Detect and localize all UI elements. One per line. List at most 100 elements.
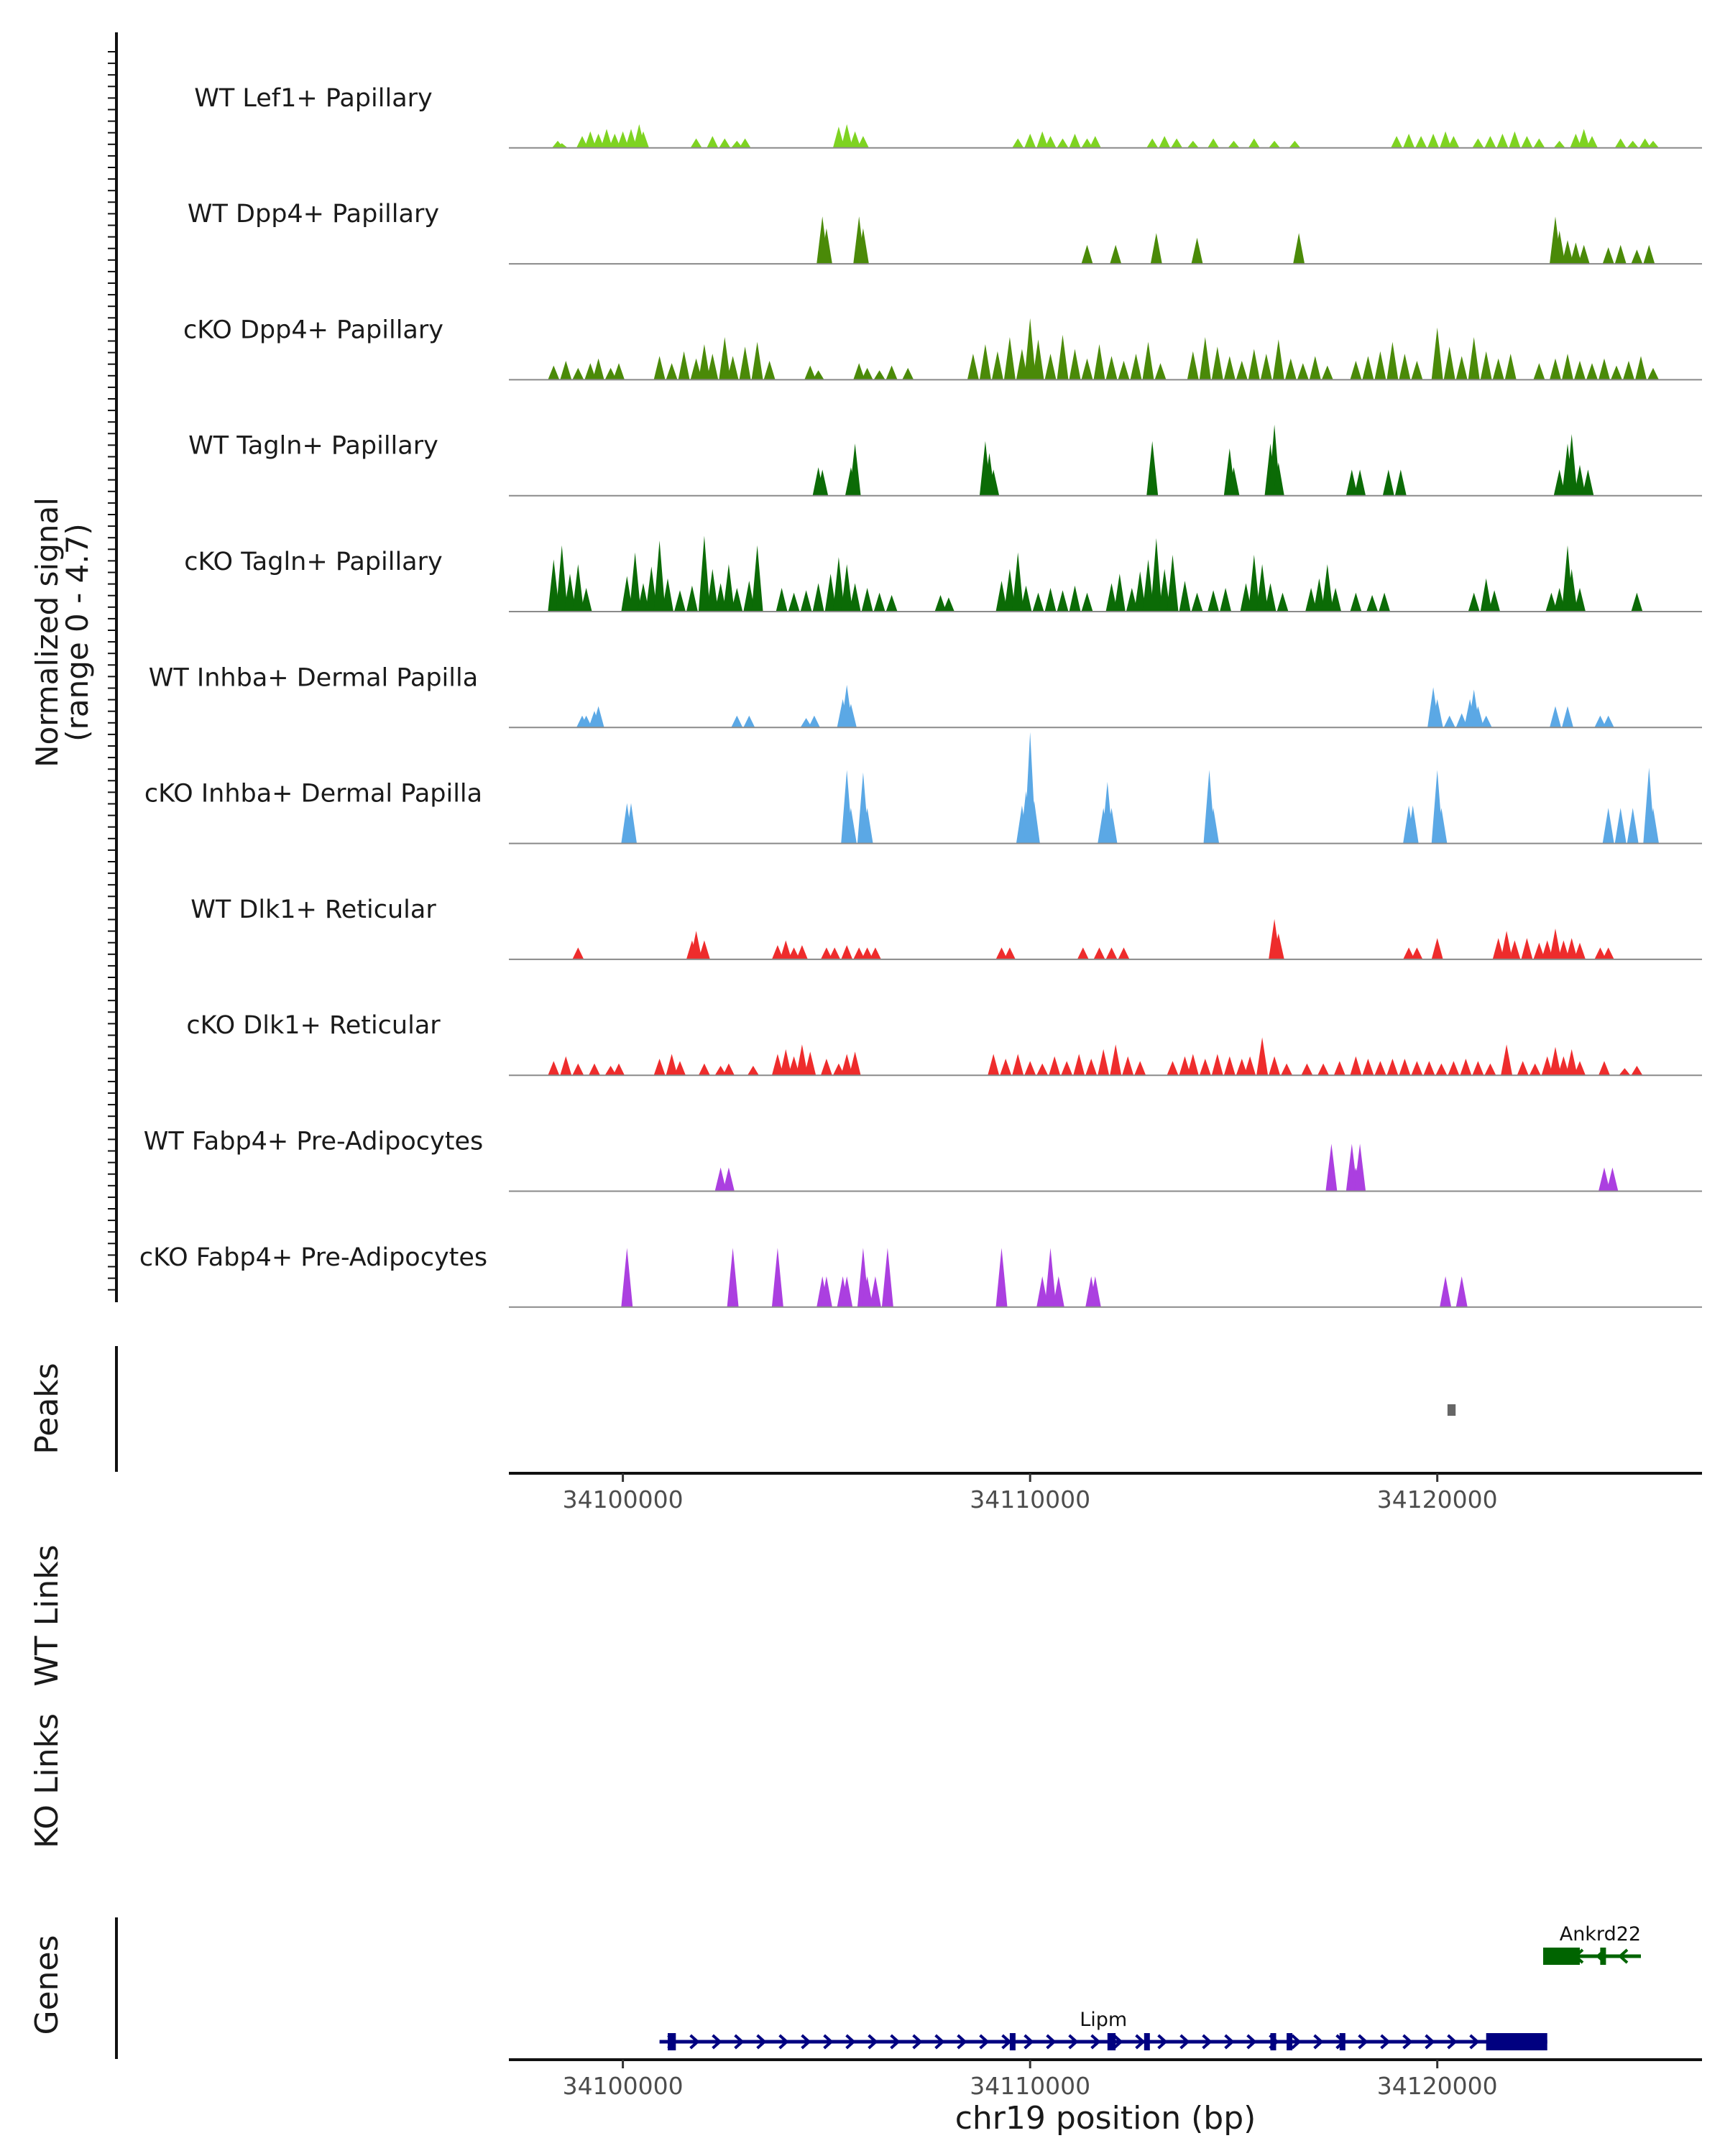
x-tick-label: 34120000 [1377, 1485, 1498, 1514]
signal-peak [820, 1059, 832, 1076]
gene-model: Lipm [659, 2009, 1547, 2050]
signal-peak [1016, 349, 1028, 380]
strand-arrow [1425, 2034, 1435, 2050]
coverage-track: WT Dlk1+ Reticular [190, 895, 1702, 960]
signal-peak [1113, 573, 1126, 612]
coverage-track: cKO Inhba+ Dermal Papilla [144, 732, 1702, 844]
signal-peak [1574, 588, 1586, 612]
gene-name-label: Ankrd22 [1560, 1923, 1641, 1945]
signal-peak [1565, 434, 1578, 496]
signal-peak [1492, 938, 1504, 959]
signal-peak [800, 718, 812, 728]
gene-exon [1600, 1948, 1606, 1965]
signal-peak [580, 715, 592, 728]
signal-peak [1550, 358, 1561, 380]
signal-peak [861, 588, 873, 612]
signal-peak [832, 557, 845, 612]
signal-peak [1036, 1063, 1049, 1076]
signal-peak [841, 124, 853, 148]
signal-peak [820, 228, 832, 264]
signal-peak [942, 597, 954, 612]
signal-peak [853, 363, 865, 380]
signal-peak [1284, 358, 1297, 380]
signal-peak [1105, 583, 1118, 612]
signal-peak [857, 228, 869, 264]
signal-peak [1386, 341, 1399, 380]
signal-peak [592, 134, 604, 148]
signal-peak [548, 1061, 560, 1076]
strand-arrow [1402, 2034, 1413, 2050]
signal-peak [1333, 1061, 1346, 1076]
gene-exon [1144, 2033, 1150, 2050]
signal-peak [719, 138, 731, 148]
signal-peak [788, 947, 800, 959]
signal-peak [707, 568, 719, 612]
signal-peak [1044, 588, 1057, 612]
signal-peak [1423, 1061, 1435, 1076]
signal-peak [780, 1049, 792, 1076]
gene-exon [1009, 2033, 1016, 2050]
strand-arrow [801, 2034, 811, 2050]
signal-peak [1191, 237, 1203, 264]
signal-peak [1598, 1061, 1610, 1076]
signal-peak [1069, 585, 1081, 612]
signal-peak [995, 581, 1008, 612]
signal-peak [1468, 592, 1480, 612]
strand-arrow [734, 2034, 745, 2050]
signal-peak [1550, 1046, 1561, 1076]
signal-peak [1208, 590, 1220, 612]
gene-exon [1339, 2033, 1346, 2050]
strand-arrow [1380, 2034, 1391, 2050]
signal-peak [1586, 363, 1598, 380]
track-label: cKO Inhba+ Dermal Papilla [144, 780, 482, 808]
signal-peak [1159, 568, 1171, 612]
signal-peak [1061, 1061, 1073, 1076]
signal-peak [1012, 138, 1024, 148]
signal-peak [1199, 337, 1211, 380]
signal-peak [1635, 356, 1647, 380]
signal-peak [1167, 554, 1179, 612]
signal-peak [1325, 1143, 1338, 1192]
signal-peak [621, 1248, 633, 1307]
signal-peak [1142, 559, 1154, 612]
signal-peak [1562, 240, 1573, 264]
signal-peak [1427, 134, 1440, 148]
signal-peak [1110, 244, 1122, 264]
signal-peak [707, 354, 719, 380]
signal-peak [1350, 361, 1362, 380]
signal-peak [1562, 706, 1573, 728]
signal-peak [1460, 1059, 1472, 1076]
signal-peak [1199, 1059, 1211, 1076]
signal-peak [747, 1066, 759, 1076]
signal-peak [1085, 1059, 1098, 1076]
strand-arrow [1179, 2034, 1190, 2050]
signal-peak [979, 344, 991, 380]
signal-peak [1553, 588, 1565, 612]
signal-peak [1057, 138, 1069, 148]
signal-peak [1484, 136, 1496, 148]
signal-peak [1431, 938, 1443, 959]
signal-peak [1382, 469, 1394, 496]
signal-peak [1606, 1167, 1619, 1192]
signal-peak [788, 1056, 800, 1076]
coverage-track: cKO Fabp4+ Pre-Adipocytes [139, 1243, 1702, 1308]
signal-peak [988, 1054, 1000, 1076]
signal-peak [1602, 947, 1614, 959]
peak-region [1447, 1404, 1456, 1416]
signal-peak [690, 931, 702, 959]
strand-arrow [1068, 2034, 1079, 2050]
gene-exon [1486, 2033, 1547, 2050]
signal-peak [1301, 1063, 1313, 1076]
signal-peak [548, 559, 560, 612]
strand-arrow [1224, 2034, 1235, 2050]
signal-peak [1480, 715, 1492, 728]
gene-exon [1287, 2033, 1293, 2050]
wt-links-label: WT Links [29, 1544, 65, 1686]
signal-peak [1553, 140, 1565, 148]
signal-peak [1533, 138, 1545, 148]
signal-peak [714, 583, 727, 612]
signal-peak [572, 1063, 584, 1076]
signal-peak [722, 1063, 735, 1076]
signal-peak [1028, 801, 1040, 844]
signal-peak [1167, 1061, 1179, 1076]
